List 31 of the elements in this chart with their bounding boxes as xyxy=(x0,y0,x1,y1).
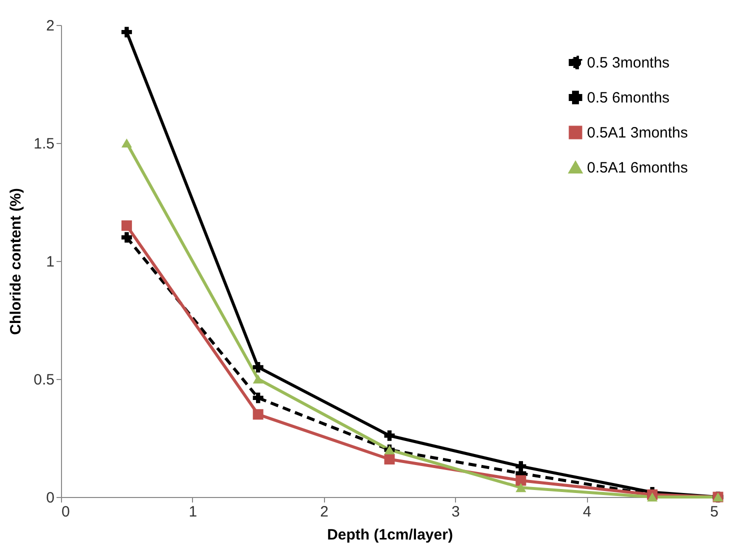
x-tick-label: 1 xyxy=(188,504,198,520)
point xyxy=(647,492,658,502)
point xyxy=(252,409,264,420)
y-tick-label: 2 xyxy=(46,18,54,34)
point xyxy=(384,454,395,464)
point xyxy=(252,392,264,404)
point xyxy=(516,483,526,492)
x-tick-label: 2 xyxy=(320,504,328,520)
y-tick-label: 1 xyxy=(46,254,54,270)
y-tick-label: 1.5 xyxy=(34,136,54,152)
x-tick-label: 3 xyxy=(452,504,460,520)
point xyxy=(121,26,132,38)
legend-label: 0.5A1 3months xyxy=(587,124,688,142)
x-axis-title: Depth (1cm/layer) xyxy=(327,526,453,544)
point xyxy=(121,232,132,243)
legend-label: 0.5 6months xyxy=(587,90,670,106)
x-tick-label: 0 xyxy=(62,504,70,520)
point xyxy=(384,430,395,441)
x-tick-label: 4 xyxy=(582,504,592,520)
y-tick-label: 0 xyxy=(46,490,54,506)
legend-label: 0.5A1 6months xyxy=(587,160,688,176)
point xyxy=(252,362,264,372)
point xyxy=(252,374,264,384)
y-tick-label: 0.5 xyxy=(34,372,54,388)
point xyxy=(516,475,526,486)
point xyxy=(121,138,132,148)
x-tick-label: 5 xyxy=(710,504,718,520)
point xyxy=(516,461,526,472)
y-axis-title: Chloride content (%) xyxy=(8,188,25,335)
legend-label: 0.5 3months xyxy=(587,54,670,72)
point xyxy=(121,220,132,231)
